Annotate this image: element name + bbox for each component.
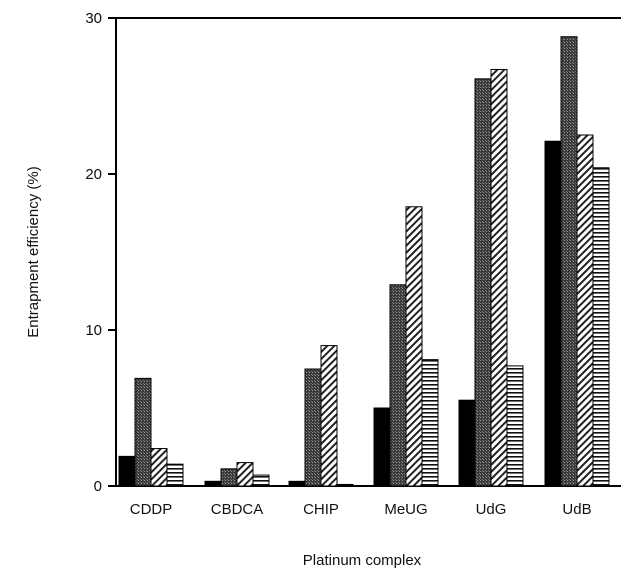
x-tick-label-udb: UdB	[562, 501, 591, 518]
bar-meug-diagonal-hatch	[405, 206, 423, 487]
x-tick-labels: CDDP CBDCA CHIP MeUG UdG UdB	[130, 501, 592, 518]
bar-udg-diagonal-hatch	[490, 68, 508, 487]
y-tick-label: 0	[94, 478, 102, 495]
y-tick-label: 30	[85, 10, 102, 27]
bar-chip-solid-black	[288, 480, 306, 487]
y-ticks: 0 10 20 30	[85, 10, 116, 495]
bar-meug-dark-stipple	[389, 284, 407, 487]
x-axis-label: Platinum complex	[303, 552, 422, 569]
bar-cddp-horizontal-lines	[166, 463, 184, 487]
bars	[118, 36, 610, 487]
x-tick-label-chip: CHIP	[303, 501, 339, 518]
y-tick-label: 20	[85, 166, 102, 183]
bar-cbdca-dark-stipple	[220, 468, 238, 487]
bar-udb-solid-black	[544, 140, 562, 487]
y-tick-label: 10	[85, 322, 102, 339]
bar-cddp-dark-stipple	[134, 377, 152, 487]
bar-meug-horizontal-lines	[421, 359, 439, 487]
bar-chip-diagonal-hatch	[320, 345, 338, 487]
bar-cddp-diagonal-hatch	[150, 448, 168, 487]
bar-chip-horizontal-lines	[336, 483, 354, 487]
bar-udg-horizontal-lines	[506, 365, 524, 487]
bar-chip-dark-stipple	[304, 368, 322, 487]
x-tick-label-udg: UdG	[476, 501, 507, 518]
bar-udg-solid-black	[458, 399, 476, 487]
plot-frame	[115, 17, 621, 487]
bar-udg-dark-stipple	[474, 78, 492, 487]
y-axis-label: Entrapment efficiency (%)	[25, 166, 42, 337]
bar-udb-dark-stipple	[560, 36, 578, 487]
bar-cbdca-solid-black	[204, 480, 222, 487]
x-tick-label-cddp: CDDP	[130, 501, 173, 518]
x-tick-label-cbdca: CBDCA	[211, 501, 264, 518]
bar-cbdca-horizontal-lines	[252, 474, 270, 487]
bar-udb-diagonal-hatch	[576, 134, 594, 487]
x-tick-label-meug: MeUG	[384, 501, 427, 518]
bar-udb-horizontal-lines	[592, 167, 610, 487]
bar-cddp-solid-black	[118, 455, 136, 487]
bar-meug-solid-black	[373, 407, 391, 487]
bar-cbdca-diagonal-hatch	[236, 462, 254, 487]
